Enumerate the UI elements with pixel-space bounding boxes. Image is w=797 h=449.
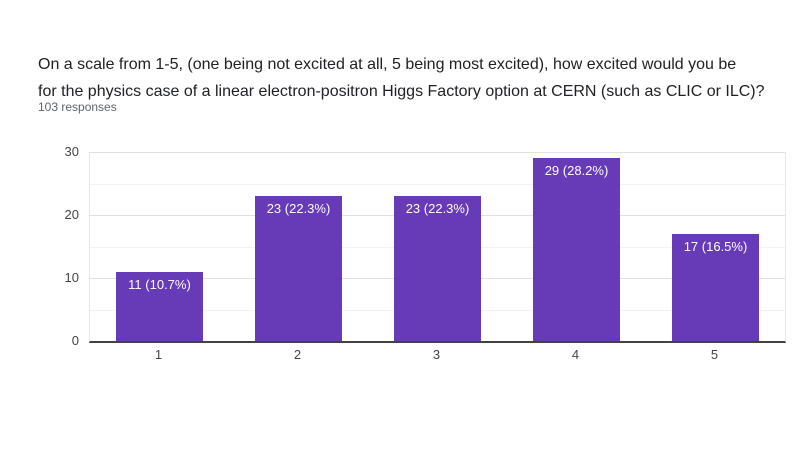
bar-value-label: 29 (28.2%) xyxy=(544,163,609,179)
y-tick-label: 10 xyxy=(64,270,79,285)
bar-value-label: 17 (16.5%) xyxy=(683,238,748,254)
bar-value-label: 23 (22.3%) xyxy=(266,201,331,217)
bar-5: 17 (16.5%) xyxy=(672,233,759,341)
y-tick-label: 30 xyxy=(64,144,79,159)
question-title-line-2: for the physics case of a linear electro… xyxy=(38,83,765,100)
gridline xyxy=(90,183,785,185)
bar-1: 11 (10.7%) xyxy=(116,271,203,341)
y-tick-label: 0 xyxy=(71,333,79,348)
bar-4: 29 (28.2%) xyxy=(533,158,620,341)
plot-area: 11 (10.7%) 23 (22.3%) 23 (22.3%) 29 (28.2%)… xyxy=(89,152,786,343)
response-count: 103 responses xyxy=(38,100,117,114)
x-tick-label: 2 xyxy=(293,347,302,362)
y-tick-label: 20 xyxy=(64,207,79,222)
x-tick-label: 1 xyxy=(154,347,163,362)
question-title: On a scale from 1-5, (one being not exci… xyxy=(38,51,778,105)
bar-3: 23 (22.3%) xyxy=(394,196,481,341)
bar-value-label: 23 (22.3%) xyxy=(405,201,470,217)
question-title-line-1: On a scale from 1-5, (one being not exci… xyxy=(38,56,737,73)
bar-2: 23 (22.3%) xyxy=(255,196,342,341)
x-tick-label: 3 xyxy=(432,347,441,362)
bar-value-label: 11 (10.7%) xyxy=(128,276,191,292)
x-tick-label: 5 xyxy=(710,347,719,362)
x-tick-label: 4 xyxy=(571,347,580,362)
gridline xyxy=(90,152,785,153)
